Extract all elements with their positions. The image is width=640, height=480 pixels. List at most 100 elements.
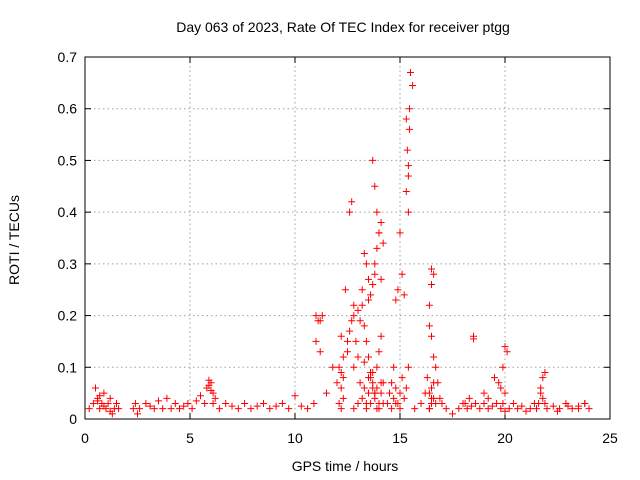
data-point	[476, 405, 484, 413]
data-point	[388, 379, 396, 387]
data-point	[386, 389, 393, 397]
data-point	[398, 270, 406, 278]
data-point	[96, 405, 104, 413]
data-point	[430, 379, 438, 387]
data-point	[377, 389, 385, 397]
plot-frame	[84, 56, 611, 420]
data-point	[350, 363, 358, 371]
data-point	[509, 399, 517, 407]
data-point	[403, 146, 411, 154]
data-point	[541, 399, 549, 407]
data-point	[377, 332, 385, 340]
data-point	[96, 392, 104, 400]
data-point	[360, 358, 368, 366]
data-point	[316, 348, 324, 356]
data-point	[585, 405, 593, 413]
grid-lines	[85, 57, 610, 419]
data-point	[503, 348, 511, 356]
data-point	[362, 260, 370, 268]
data-point	[575, 405, 582, 413]
data-point	[472, 399, 480, 407]
data-point	[150, 405, 158, 413]
data-point	[377, 218, 385, 226]
data-point	[428, 281, 435, 289]
data-point	[396, 389, 404, 397]
data-point	[339, 374, 347, 382]
data-point	[425, 322, 433, 330]
data-point	[201, 399, 209, 407]
data-point	[367, 399, 375, 407]
data-point	[388, 405, 396, 413]
data-point	[568, 405, 576, 413]
data-point	[354, 306, 362, 314]
data-point	[304, 405, 312, 413]
data-point	[402, 384, 410, 392]
data-point	[461, 399, 469, 407]
data-point	[375, 405, 383, 413]
data-point	[373, 244, 381, 252]
data-point	[369, 156, 377, 164]
data-point	[247, 405, 255, 413]
data-point	[356, 317, 364, 325]
data-point	[373, 208, 381, 216]
data-point	[341, 286, 349, 294]
data-point	[423, 374, 431, 382]
data-point	[348, 317, 356, 325]
data-point	[100, 402, 108, 410]
data-point	[312, 337, 320, 345]
data-point	[362, 405, 370, 413]
data-point	[501, 407, 509, 415]
data-point	[549, 402, 557, 410]
data-point	[514, 405, 522, 413]
data-point	[371, 182, 379, 190]
data-point	[425, 405, 433, 413]
data-point	[278, 399, 286, 407]
data-point	[371, 389, 379, 397]
chart-title: Day 063 of 2023, Rate Of TEC Index for r…	[176, 19, 510, 35]
data-point	[356, 379, 364, 387]
data-point	[310, 399, 318, 407]
data-point	[333, 379, 341, 387]
data-point	[362, 337, 370, 345]
data-point	[404, 162, 412, 170]
data-point	[106, 394, 114, 402]
data-point	[365, 275, 372, 283]
data-point	[371, 270, 379, 278]
data-point	[470, 335, 477, 343]
data-point	[522, 407, 530, 415]
data-point	[373, 384, 381, 392]
data-point	[484, 394, 492, 402]
data-point	[329, 363, 337, 371]
data-point	[438, 399, 446, 407]
data-point	[365, 353, 372, 361]
data-point	[533, 405, 540, 413]
data-point	[323, 389, 330, 397]
y-tick-labels: 0 0.1 0.2 0.3 0.4 0.5 0.6 0.7	[58, 49, 78, 427]
data-point	[358, 394, 366, 402]
data-point	[539, 394, 547, 402]
data-point	[318, 312, 326, 320]
data-point	[501, 343, 509, 351]
data-point	[207, 387, 215, 395]
x-tick-label: 0	[81, 430, 89, 446]
data-point	[442, 405, 450, 413]
data-point	[404, 363, 412, 371]
data-point	[335, 363, 343, 371]
data-point	[480, 399, 488, 407]
data-point	[85, 405, 93, 413]
data-point	[375, 229, 383, 237]
data-point	[197, 392, 204, 400]
data-point	[228, 402, 236, 410]
data-point	[115, 405, 123, 413]
data-point	[316, 317, 324, 325]
data-point	[375, 348, 383, 356]
x-axis-label: GPS time / hours	[292, 458, 399, 474]
data-points	[85, 69, 593, 418]
data-point	[564, 402, 572, 410]
data-point	[104, 399, 112, 407]
y-tick-label: 0.6	[58, 101, 78, 117]
data-point	[136, 405, 144, 413]
data-point	[400, 291, 408, 299]
y-tick-label: 0.4	[58, 204, 78, 220]
data-point	[428, 384, 435, 392]
